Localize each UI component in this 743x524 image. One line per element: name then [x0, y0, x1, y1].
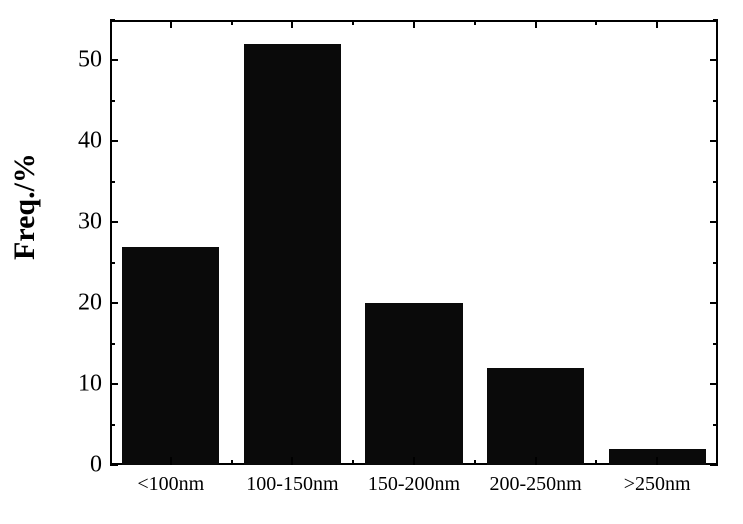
xtick-mark-minor: [352, 20, 354, 25]
ytick-label: 50: [62, 47, 102, 74]
xtick-mark-minor: [231, 20, 233, 25]
ytick-mark: [710, 464, 718, 466]
xtick-mark-minor: [595, 20, 597, 25]
ytick-mark-minor: [713, 343, 718, 345]
bar: [122, 247, 219, 465]
xtick-mark-minor: [474, 460, 476, 465]
ytick-label: 40: [62, 128, 102, 155]
xtick-label: 100-150nm: [246, 473, 338, 496]
xtick-mark: [170, 457, 172, 465]
ytick-mark-minor: [713, 19, 718, 21]
ytick-mark-minor: [713, 262, 718, 264]
bar: [365, 303, 462, 465]
xtick-mark: [291, 457, 293, 465]
ytick-mark-minor: [110, 19, 115, 21]
ytick-mark: [710, 383, 718, 385]
xtick-mark: [535, 20, 537, 28]
ytick-label: 20: [62, 290, 102, 317]
xtick-label: 150-200nm: [368, 473, 460, 496]
ytick-label: 0: [62, 452, 102, 479]
xtick-label: >250nm: [624, 473, 691, 496]
ytick-mark-minor: [110, 424, 115, 426]
xtick-mark-minor: [231, 460, 233, 465]
ytick-mark-minor: [110, 181, 115, 183]
xtick-mark: [413, 457, 415, 465]
ytick-mark-minor: [110, 100, 115, 102]
xtick-mark: [413, 20, 415, 28]
xtick-mark: [291, 20, 293, 28]
ytick-mark: [110, 221, 118, 223]
xtick-label: <100nm: [137, 473, 204, 496]
y-axis-label: Freq./%: [8, 230, 42, 260]
xtick-mark: [656, 20, 658, 28]
xtick-mark: [656, 457, 658, 465]
ytick-mark-minor: [713, 181, 718, 183]
ytick-mark: [710, 140, 718, 142]
ytick-mark-minor: [110, 343, 115, 345]
ytick-mark: [110, 140, 118, 142]
ytick-label: 30: [62, 209, 102, 236]
ytick-mark: [710, 59, 718, 61]
ytick-mark: [110, 59, 118, 61]
xtick-label: 200-250nm: [489, 473, 581, 496]
histogram-chart: Freq./% 0 10 20 30 40 50 <100nm 100-150nm 150-20…: [0, 0, 743, 524]
ytick-mark: [110, 464, 118, 466]
xtick-mark: [535, 457, 537, 465]
xtick-mark-minor: [595, 460, 597, 465]
ytick-mark: [710, 302, 718, 304]
xtick-mark: [170, 20, 172, 28]
ytick-mark: [710, 221, 718, 223]
bar: [244, 44, 341, 465]
xtick-mark-minor: [474, 20, 476, 25]
ytick-mark-minor: [713, 100, 718, 102]
xtick-mark-minor: [352, 460, 354, 465]
ytick-mark: [110, 383, 118, 385]
ytick-mark-minor: [110, 262, 115, 264]
bar: [487, 368, 584, 465]
ytick-mark: [110, 302, 118, 304]
ytick-mark-minor: [713, 424, 718, 426]
ytick-label: 10: [62, 371, 102, 398]
